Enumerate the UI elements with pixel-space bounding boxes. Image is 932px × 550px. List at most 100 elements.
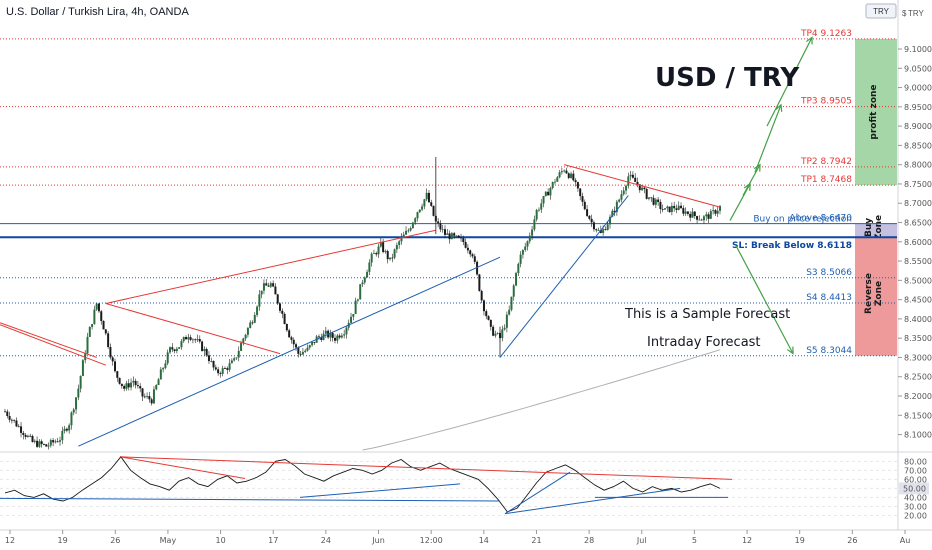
candle-body (134, 380, 137, 386)
trendlines (0, 164, 721, 447)
candle-body (230, 360, 233, 364)
candle-body (686, 211, 689, 214)
candle-body (244, 334, 247, 339)
candle-body (466, 247, 469, 251)
candle-body (205, 348, 208, 356)
x-tick-label: 5 (692, 536, 697, 545)
candle-body (8, 415, 11, 420)
candle-body (425, 192, 428, 200)
candle-body (104, 329, 107, 334)
candle-body (501, 329, 504, 339)
candle-body (52, 440, 55, 443)
candle-body (354, 300, 357, 315)
candle-body (17, 426, 20, 428)
candle-body (36, 440, 39, 447)
y-tick-label: 8.85000 (904, 141, 932, 150)
y-tick-label: 8.90000 (904, 122, 932, 131)
candle-body (480, 290, 483, 301)
candle-body (716, 210, 719, 214)
candle-body (576, 182, 579, 189)
y-tick-label: 8.20000 (904, 392, 932, 401)
candle-body (494, 333, 497, 336)
candle-body (700, 219, 703, 221)
trendline (499, 195, 629, 358)
candle-body (430, 202, 433, 206)
trendline (105, 229, 436, 304)
candle-body (79, 376, 82, 389)
candle-body (125, 383, 128, 389)
candle-body (453, 233, 456, 236)
osc-trendline (119, 456, 733, 480)
candle-body (47, 445, 50, 447)
x-tick-label: 21 (531, 536, 541, 545)
candle-body (246, 328, 249, 335)
candle-body (214, 367, 217, 370)
candle-body (322, 333, 325, 340)
candle-body (588, 215, 591, 219)
candle-body (171, 347, 174, 350)
candle-body (654, 199, 657, 205)
candles (4, 156, 721, 450)
x-tick-label: May (160, 536, 177, 545)
candle-body (439, 223, 442, 230)
candle-body (212, 361, 215, 368)
candle-body (203, 348, 206, 352)
candle-body (26, 435, 29, 437)
symbol-badge[interactable] (865, 3, 897, 19)
candle-body (537, 209, 540, 211)
y-tick-label: 9.10000 (904, 45, 932, 54)
candle-body (272, 283, 275, 287)
candle-body (152, 389, 155, 404)
trendline (0, 322, 97, 358)
candle-body (407, 230, 410, 232)
candle-body (398, 241, 401, 246)
candle-body (143, 396, 146, 398)
candle-body (130, 382, 133, 388)
candle-body (487, 316, 490, 320)
candle-body (457, 235, 460, 238)
candle-body (505, 314, 508, 328)
sample-annotation: This is a Sample Forecast (624, 307, 790, 322)
candle-body (554, 181, 556, 183)
candle-body (638, 184, 641, 191)
candle-body (515, 273, 518, 286)
candle-body (329, 333, 332, 338)
candle-body (563, 170, 566, 172)
candle-body (15, 420, 18, 427)
trendline (564, 164, 721, 208)
candle-body (379, 242, 382, 247)
candle-body (240, 343, 243, 351)
candle-body (714, 210, 717, 214)
candle-body (311, 341, 314, 346)
candle-body (409, 228, 412, 231)
candle-body (478, 274, 481, 291)
candle-body (276, 294, 279, 304)
candle-body (324, 330, 327, 334)
candle-body (297, 347, 300, 354)
candle-body (473, 256, 476, 262)
candle-body (187, 337, 190, 340)
osc-tick-label: 80.00 (904, 457, 927, 466)
candle-body (446, 233, 449, 235)
candle-body (464, 242, 467, 248)
candle-body (242, 338, 245, 344)
candle-body (72, 409, 75, 413)
candle-body (691, 211, 694, 218)
x-tick-label: Jun (371, 536, 385, 545)
zone-label: Reverse (864, 273, 874, 314)
y-tick-label: 8.15000 (904, 411, 932, 420)
candle-body (334, 337, 336, 341)
candle-body (384, 251, 387, 252)
y-tick-label: 8.95000 (904, 103, 932, 112)
candle-body (517, 263, 520, 274)
x-tick-label: 12:00 (420, 536, 443, 545)
candle-body (185, 337, 188, 340)
level-label: S5 8.3044 (806, 346, 852, 356)
candle-body (719, 206, 721, 211)
candle-body (269, 283, 272, 287)
y-tick-label: 8.25000 (904, 373, 932, 382)
candle-body (166, 352, 169, 364)
candle-body (38, 441, 41, 447)
candle-body (22, 432, 25, 435)
